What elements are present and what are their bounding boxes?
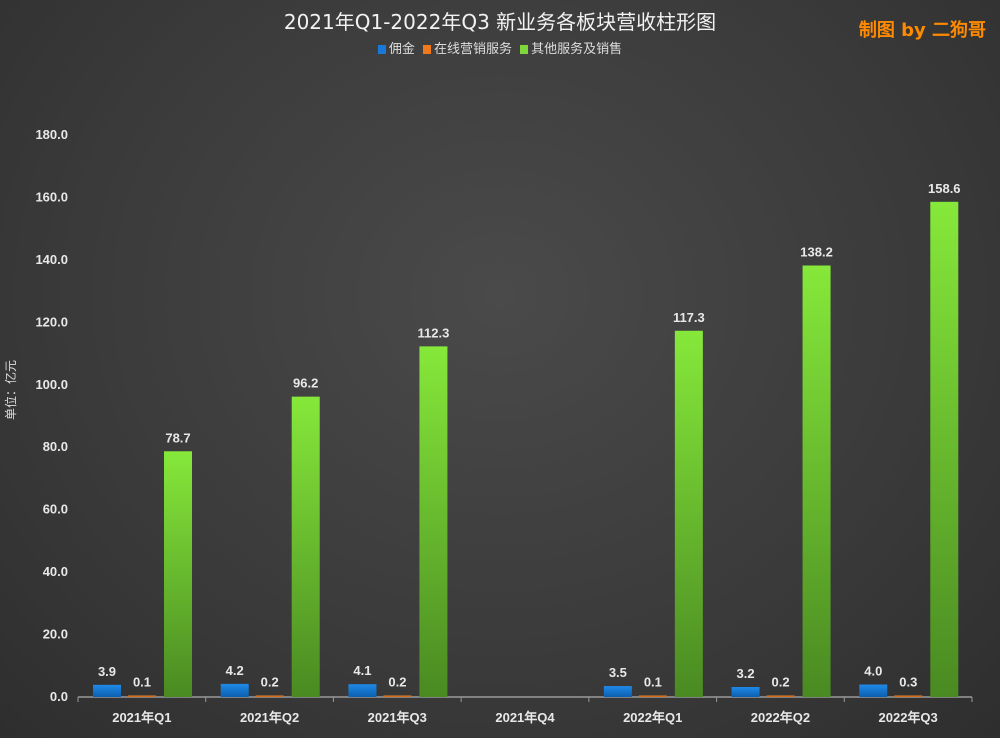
bar[interactable] (930, 201, 959, 697)
bar[interactable] (419, 346, 448, 697)
legend-swatch (377, 45, 386, 54)
data-label: 3.5 (609, 665, 627, 680)
chart-credit: 制图 by 二狗哥 (858, 20, 986, 41)
bar[interactable] (291, 396, 320, 697)
bar[interactable] (894, 695, 923, 698)
data-label: 96.2 (293, 376, 318, 391)
x-tick-label: 2021年Q3 (368, 710, 427, 725)
data-label: 138.2 (800, 245, 833, 260)
legend-swatch (422, 45, 431, 54)
bar[interactable] (603, 686, 632, 697)
data-label: 4.1 (353, 663, 371, 678)
y-tick-label: 120.0 (35, 314, 68, 329)
bar[interactable] (802, 265, 831, 697)
x-tick-label: 2022年Q2 (751, 710, 810, 725)
data-label: 112.3 (418, 325, 450, 340)
y-tick-label: 180.0 (35, 127, 68, 142)
bar[interactable] (220, 683, 249, 697)
data-label: 0.2 (388, 675, 406, 690)
chart-title: 2021年Q1-2022年Q3 新业务各板块营收柱形图 (283, 10, 717, 34)
data-label: 0.2 (772, 675, 790, 690)
y-tick-label: 0.0 (50, 689, 68, 704)
bar[interactable] (255, 695, 284, 698)
data-label: 0.1 (133, 675, 151, 690)
legend-label: 在线营销服务 (433, 42, 512, 57)
x-tick-label: 2021年Q4 (495, 710, 555, 725)
bar[interactable] (731, 687, 760, 697)
data-label: 4.0 (864, 664, 882, 679)
x-tick-label: 2021年Q1 (112, 710, 171, 725)
legend-item-other-services[interactable]: 其他服务及销售 (520, 42, 622, 57)
bar[interactable] (348, 684, 377, 697)
legend-label: 其他服务及销售 (531, 42, 623, 57)
y-tick-label: 20.0 (43, 627, 68, 642)
bar[interactable] (128, 695, 156, 698)
data-label: 0.3 (899, 675, 917, 690)
legend: 佣金 在线营销服务 其他服务及销售 (0, 38, 1000, 57)
bar[interactable] (638, 695, 667, 698)
legend-label: 佣金 (388, 42, 415, 57)
bar[interactable] (859, 684, 888, 697)
y-tick-label: 60.0 (43, 502, 68, 517)
y-tick-label: 160.0 (35, 189, 68, 204)
data-label: 158.6 (928, 181, 961, 196)
data-label: 78.7 (165, 430, 190, 445)
data-label: 117.3 (673, 310, 705, 325)
y-tick-label: 100.0 (35, 377, 68, 392)
bar[interactable] (93, 684, 121, 697)
data-label: 4.2 (226, 663, 244, 678)
y-tick-label: 40.0 (43, 564, 68, 579)
data-label: 0.1 (644, 675, 662, 690)
bar[interactable] (674, 330, 703, 697)
x-tick-label: 2021年Q2 (240, 710, 299, 725)
bar[interactable] (383, 695, 412, 698)
legend-swatch (520, 45, 529, 54)
bar[interactable] (164, 451, 192, 697)
x-tick-label: 2022年Q3 (879, 710, 938, 725)
data-label: 3.9 (98, 664, 116, 679)
y-tick-label: 80.0 (43, 439, 68, 454)
y-tick-label: 140.0 (35, 252, 68, 267)
x-tick-label: 2022年Q1 (623, 710, 682, 725)
bar[interactable] (766, 695, 795, 698)
data-label: 3.2 (737, 666, 755, 681)
legend-item-commission[interactable]: 佣金 (377, 42, 415, 57)
legend-item-online-marketing[interactable]: 在线营销服务 (422, 42, 512, 57)
data-label: 0.2 (261, 675, 279, 690)
